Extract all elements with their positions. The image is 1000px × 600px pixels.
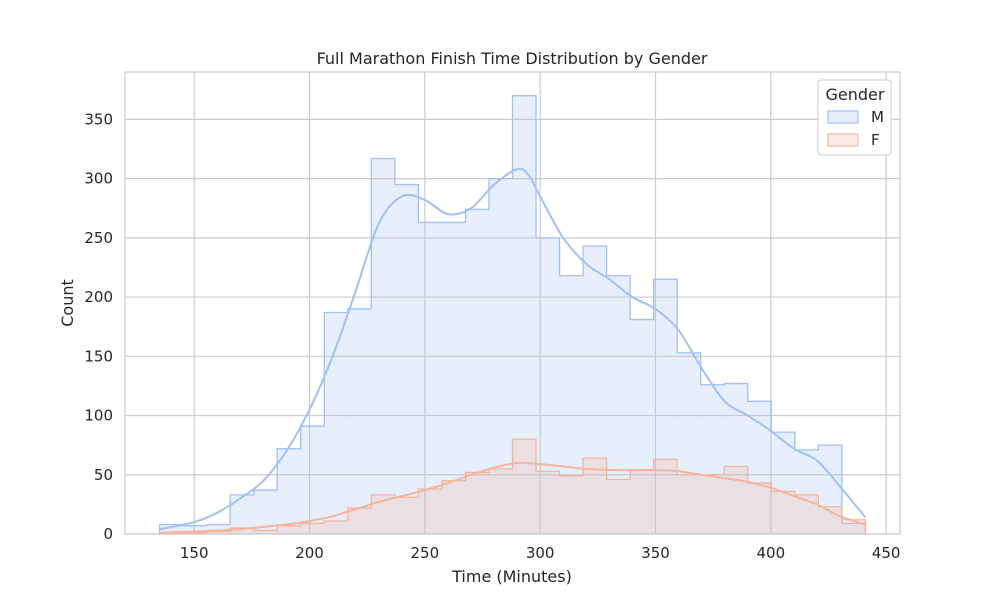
histogram-bar — [606, 479, 631, 534]
y-axis-ticks: 0 50 100 150 200 250 300 350 — [84, 110, 113, 543]
y-tick-label: 150 — [84, 347, 113, 365]
legend-label-f: F — [871, 131, 880, 149]
histogram-bar — [700, 474, 725, 534]
y-axis-title: Count — [58, 279, 77, 327]
x-tick-label: 150 — [180, 544, 209, 562]
x-axis-ticks: 150 200 250 300 350 400 450 — [180, 544, 901, 562]
chart-title: Full Marathon Finish Time Distribution b… — [317, 49, 708, 68]
histogram-bar — [394, 497, 419, 534]
histogram-bar — [488, 468, 513, 534]
histogram-bar — [230, 494, 254, 534]
histogram-bar — [630, 319, 654, 534]
histogram-bar — [465, 209, 489, 534]
histogram-bar — [653, 459, 678, 534]
histogram-bar — [324, 520, 348, 534]
histogram-bar — [724, 466, 748, 534]
series-m-step-outline — [158, 95, 867, 534]
legend-title: Gender — [826, 85, 885, 104]
histogram-bar — [465, 472, 489, 534]
y-tick-label: 100 — [84, 407, 113, 425]
histogram-bar — [159, 524, 184, 534]
y-tick-label: 50 — [94, 466, 113, 484]
y-tick-label: 350 — [84, 110, 113, 128]
series-m-kde-curve — [159, 167, 867, 531]
histogram-bar — [418, 222, 442, 534]
x-tick-label: 350 — [641, 544, 670, 562]
histogram-bar — [371, 494, 395, 534]
histogram-bar — [347, 507, 372, 534]
histogram-bar — [771, 432, 795, 534]
histogram-bar — [230, 528, 254, 534]
histogram-bar — [559, 475, 584, 534]
histogram-bar — [583, 246, 607, 534]
y-tick-label: 200 — [84, 288, 113, 306]
histogram-bar — [300, 523, 325, 534]
histogram-bar — [277, 525, 301, 534]
x-tick-label: 300 — [526, 544, 555, 562]
histogram-bar — [206, 524, 231, 534]
legend-swatch-m — [827, 110, 859, 124]
y-tick-label: 300 — [84, 170, 113, 188]
histogram-bar — [841, 523, 866, 534]
histogram-bar — [677, 474, 701, 534]
legend-label-m: M — [871, 108, 884, 126]
histogram-bar — [277, 448, 301, 534]
histogram-bar — [206, 531, 231, 534]
histogram-bar — [253, 530, 278, 534]
histogram-bar — [747, 483, 772, 534]
histogram-bar — [324, 312, 348, 534]
legend-box — [817, 79, 892, 156]
histogram-bar — [536, 471, 560, 534]
histogram-bar — [441, 480, 466, 534]
histogram-bar — [630, 470, 654, 534]
x-tick-label: 250 — [411, 544, 440, 562]
kde-curves — [159, 167, 867, 534]
histogram-bar — [583, 458, 607, 534]
series-f-kde-curve — [159, 461, 866, 534]
histogram-bar — [747, 401, 772, 534]
histogram-bar — [183, 525, 207, 534]
histogram-bar — [488, 178, 513, 534]
histogram-bar — [394, 184, 419, 535]
histogram-bar — [794, 449, 819, 534]
histogram-bar — [300, 426, 325, 534]
histogram-bar — [794, 494, 819, 534]
y-tick-label: 250 — [84, 229, 113, 247]
histogram-bar — [441, 222, 466, 534]
histogram-bar — [371, 158, 395, 534]
legend: Gender M F — [817, 79, 892, 156]
histogram-bar — [700, 384, 725, 534]
y-tick-label: 0 — [103, 525, 113, 543]
histogram-bar — [512, 439, 537, 534]
histogram-bar — [347, 308, 372, 534]
histogram-bar — [559, 275, 584, 534]
histogram-bar — [677, 352, 701, 534]
x-tick-label: 200 — [295, 544, 324, 562]
histogram-bar — [536, 237, 560, 534]
histogram-bar — [771, 491, 795, 534]
x-axis-title: Time (Minutes) — [451, 567, 572, 586]
plot-frame — [124, 71, 901, 535]
x-tick-label: 400 — [757, 544, 786, 562]
x-tick-label: 450 — [872, 544, 901, 562]
histogram-bar — [512, 95, 537, 534]
legend-swatch-f — [827, 133, 859, 147]
histogram-bar — [418, 488, 442, 534]
histogram-bar — [253, 490, 278, 534]
histogram-bar — [724, 383, 748, 534]
